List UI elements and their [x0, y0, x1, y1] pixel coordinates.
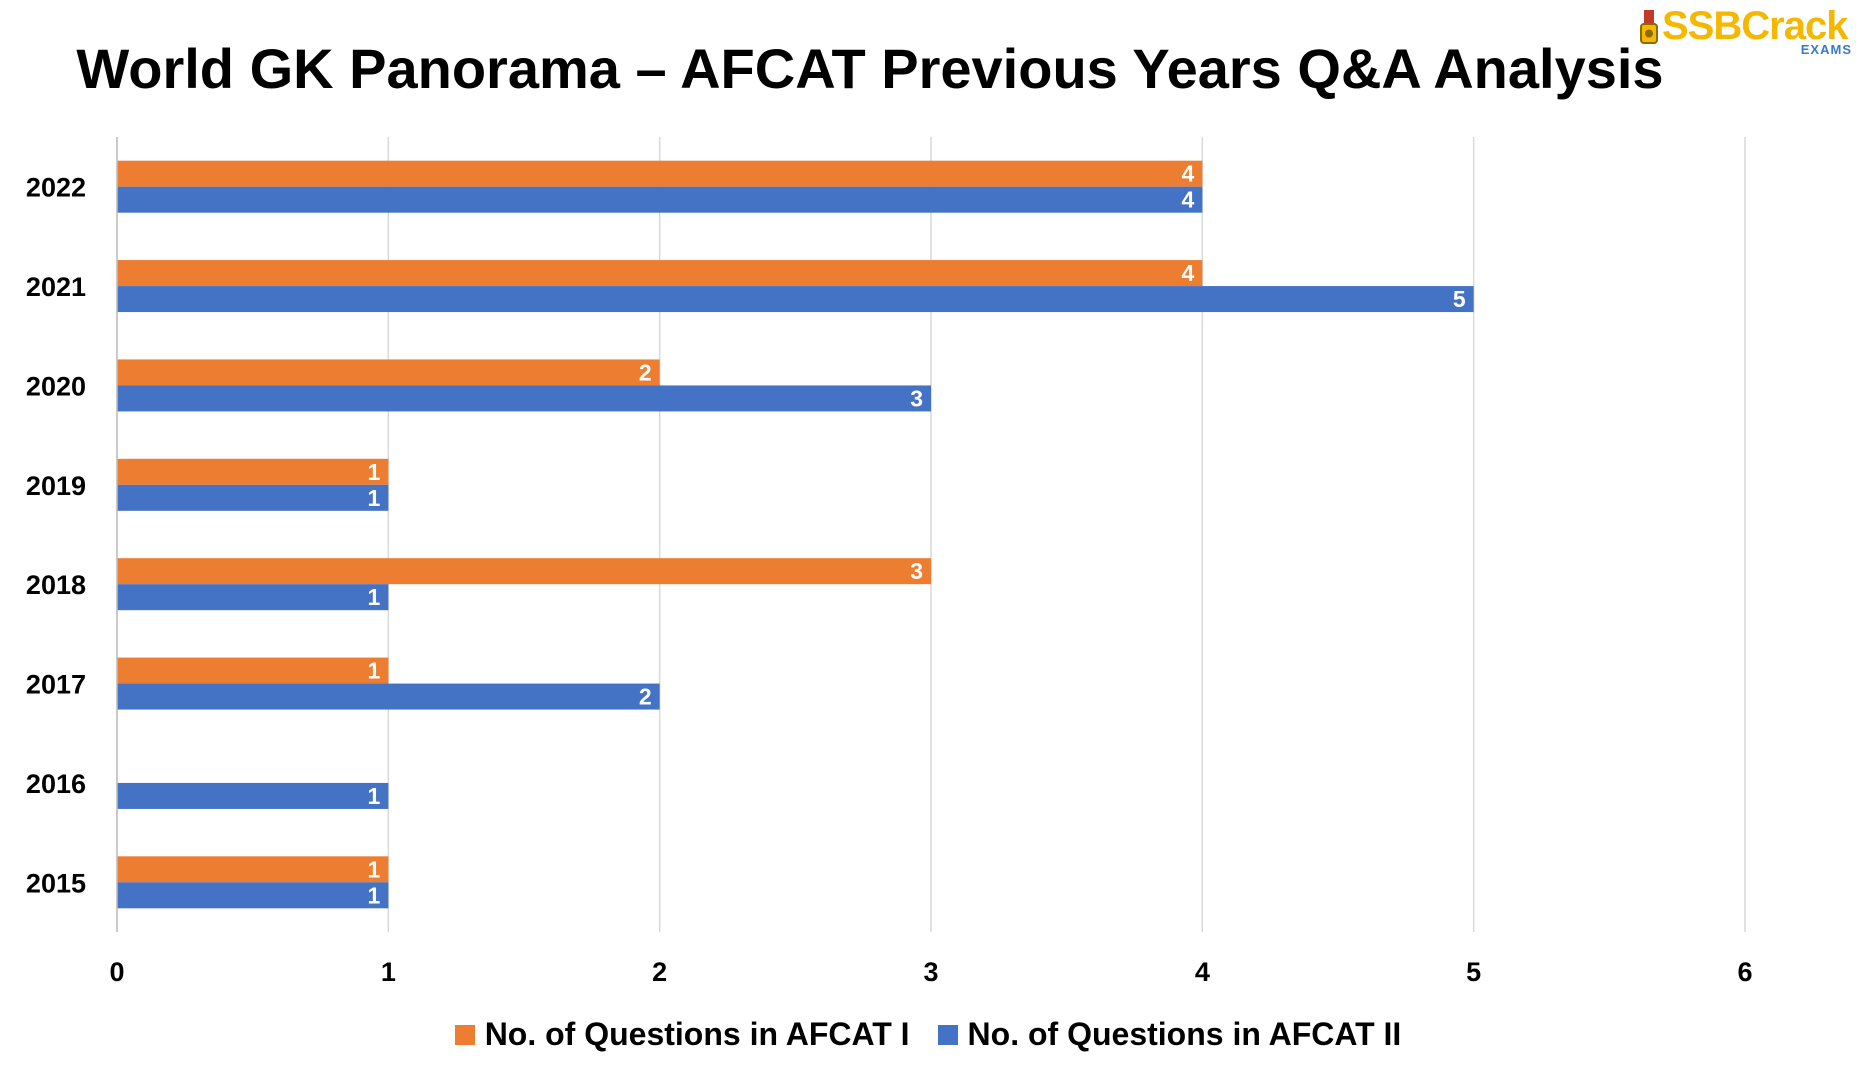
- y-tick-label: 2021: [26, 272, 86, 302]
- y-tick-label: 2017: [26, 670, 86, 700]
- y-tick-label: 2015: [26, 868, 86, 898]
- y-tick-label: 2019: [26, 471, 86, 501]
- bar-afcat-2: [117, 186, 1203, 213]
- x-tick-label: 4: [1195, 957, 1210, 987]
- bar-afcat-1: [117, 359, 660, 386]
- y-tick-label: 2022: [26, 173, 86, 203]
- medal-icon: [1640, 10, 1658, 44]
- x-tick-label: 2: [652, 957, 667, 987]
- data-label: 3: [910, 558, 923, 584]
- data-label: 1: [368, 584, 381, 610]
- bar-afcat-2: [117, 584, 389, 611]
- bar-afcat-2: [117, 782, 389, 809]
- data-label: 1: [368, 459, 381, 485]
- bar-afcat-2: [117, 484, 389, 511]
- data-label: 1: [368, 783, 381, 809]
- bar-afcat-1: [117, 160, 1203, 187]
- legend: No. of Questions in AFCAT I No. of Questi…: [0, 1016, 1856, 1053]
- legend-swatch: [454, 1024, 475, 1045]
- x-tick-label: 3: [923, 957, 938, 987]
- data-label: 1: [368, 882, 381, 908]
- y-tick-label: 2018: [26, 570, 86, 600]
- bar-chart: 0 1 2 3 4 5 6 2022 2021 2020 2019 2018 2017 2016 2015 4…: [26, 137, 1753, 987]
- data-label: 1: [368, 856, 381, 882]
- data-label: 4: [1182, 187, 1195, 213]
- legend-item: No. of Questions in AFCAT I: [454, 1016, 910, 1053]
- y-tick-label: 2020: [26, 371, 86, 401]
- data-label: 2: [639, 684, 652, 710]
- bar-afcat-2: [117, 385, 931, 412]
- bar-afcat-1: [117, 260, 1203, 287]
- data-label: 4: [1182, 161, 1195, 187]
- data-label: 2: [639, 359, 652, 385]
- logo-subtext: EXAMS: [1800, 42, 1852, 57]
- bar-afcat-1: [117, 458, 389, 485]
- ssbcrack-logo: SSBCrack EXAMS: [1640, 4, 1854, 58]
- bar-afcat-1: [117, 657, 389, 684]
- data-label: 4: [1182, 260, 1195, 286]
- x-tick-label: 5: [1466, 957, 1481, 987]
- chart-title: World GK Panorama – AFCAT Previous Years…: [76, 37, 1664, 100]
- x-tick-label: 1: [381, 957, 396, 987]
- x-tick-label: 0: [109, 957, 124, 987]
- legend-swatch: [937, 1024, 958, 1045]
- legend-label: No. of Questions in AFCAT II: [967, 1016, 1402, 1052]
- data-label: 5: [1453, 286, 1466, 312]
- y-tick-label: 2016: [26, 769, 86, 799]
- bar-afcat-1: [117, 558, 931, 585]
- legend-item: No. of Questions in AFCAT II: [937, 1016, 1402, 1053]
- logo-text: SSBCrack: [1662, 4, 1848, 48]
- x-tick-label: 6: [1737, 957, 1752, 987]
- data-label: 3: [910, 385, 923, 411]
- data-label: 1: [368, 485, 381, 511]
- bar-afcat-1: [117, 856, 389, 883]
- bar-afcat-2: [117, 286, 1474, 313]
- bar-afcat-2: [117, 683, 660, 710]
- bar-afcat-2: [117, 882, 389, 909]
- legend-label: No. of Questions in AFCAT I: [484, 1016, 910, 1052]
- data-label: 1: [368, 658, 381, 684]
